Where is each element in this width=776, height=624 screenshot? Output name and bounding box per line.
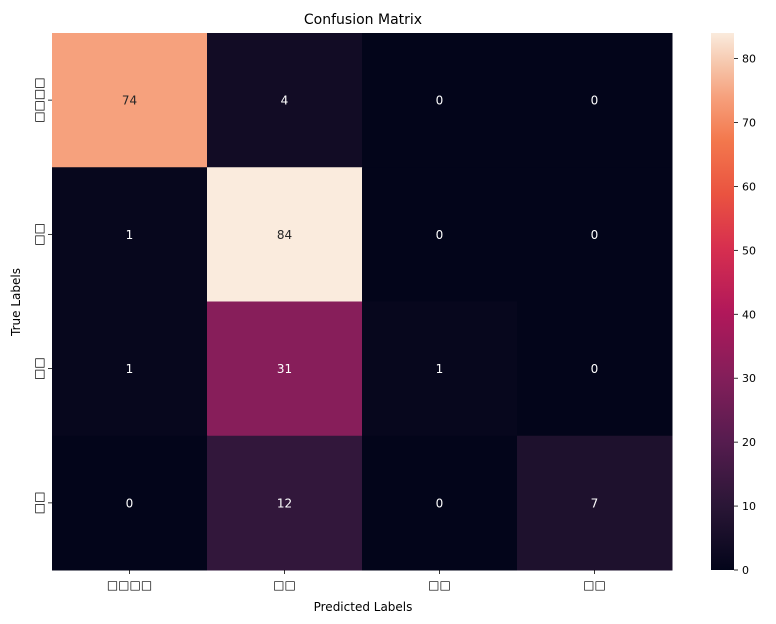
heatmap-cell-r1-c3 (517, 167, 673, 302)
x-axis-ticks: □□□□ □□ □□ □□ (107, 570, 606, 592)
heatmap-cell-r3-c0 (52, 435, 208, 571)
colorbar-tick-label: 60 (742, 180, 756, 193)
y-tick-label: □□ (32, 223, 46, 246)
colorbar-tick-label: 40 (742, 308, 756, 321)
cell-value-r3-c1: 12 (277, 496, 292, 510)
heatmap-cell-labels: 74 4 0 0 1 84 0 0 1 31 1 0 0 12 0 7 (122, 94, 598, 511)
x-tick-label: □□ (273, 578, 296, 592)
y-tick-label: □□ (32, 357, 46, 380)
colorbar-tick-label: 10 (742, 500, 756, 513)
cell-value-r1-c2: 0 (436, 228, 444, 242)
cell-value-r3-c3: 7 (591, 496, 599, 510)
x-axis-label: Predicted Labels (314, 600, 413, 614)
heatmap-cell-r3-c2 (362, 435, 518, 571)
cell-value-r2-c2: 1 (436, 362, 444, 376)
cell-value-r0-c0: 74 (122, 94, 137, 108)
chart-title: Confusion Matrix (304, 12, 422, 28)
heatmap-cell-r2-c0 (52, 301, 208, 437)
cell-value-r2-c1: 31 (277, 362, 292, 376)
cell-value-r0-c1: 4 (281, 94, 289, 108)
y-tick-label: □□□□ (32, 77, 46, 122)
cell-value-r0-c3: 0 (591, 94, 599, 108)
colorbar-tick-label: 0 (742, 564, 749, 577)
heatmap-cell-r3-c1 (207, 435, 363, 571)
cell-value-r3-c0: 0 (126, 496, 134, 510)
cell-value-r2-c3: 0 (591, 362, 599, 376)
cell-value-r0-c2: 0 (436, 94, 444, 108)
colorbar-ticks: 0 10 20 30 40 50 60 70 80 (734, 53, 756, 577)
x-tick-label: □□ (428, 578, 451, 592)
heatmap-cell-r1-c0 (52, 167, 208, 302)
colorbar-tick-label: 70 (742, 117, 756, 130)
heatmap-cell-r1-c2 (362, 167, 518, 302)
heatmap-cell-r2-c2 (362, 301, 518, 437)
cell-value-r3-c2: 0 (436, 496, 444, 510)
cell-value-r1-c0: 1 (126, 228, 134, 242)
heatmap-cell-r0-c0 (52, 33, 208, 168)
y-axis-ticks: □□□□□□□□□□ (32, 77, 52, 514)
colorbar-tick-label: 30 (742, 372, 756, 385)
colorbar (711, 33, 734, 570)
heatmap-cell-r2-c3 (517, 301, 673, 437)
y-tick-label: □□ (32, 492, 46, 515)
colorbar-tick-label: 50 (742, 244, 756, 257)
heatmap-cells (52, 33, 673, 571)
cell-value-r1-c1: 84 (277, 228, 292, 242)
heatmap-cell-r0-c1 (207, 33, 363, 168)
x-tick-label: □□□□ (107, 578, 152, 592)
x-tick-label: □□ (583, 578, 606, 592)
heatmap-cell-r0-c2 (362, 33, 518, 168)
heatmap-cell-r1-c1 (207, 167, 363, 302)
heatmap-cell-r3-c3 (517, 435, 673, 571)
colorbar-tick-label: 20 (742, 436, 756, 449)
cell-value-r2-c0: 1 (126, 362, 134, 376)
colorbar-tick-label: 80 (742, 53, 756, 66)
heatmap-cell-r0-c3 (517, 33, 673, 168)
heatmap-cell-r2-c1 (207, 301, 363, 437)
cell-value-r1-c3: 0 (591, 228, 599, 242)
y-axis-label: True Labels (9, 268, 23, 337)
